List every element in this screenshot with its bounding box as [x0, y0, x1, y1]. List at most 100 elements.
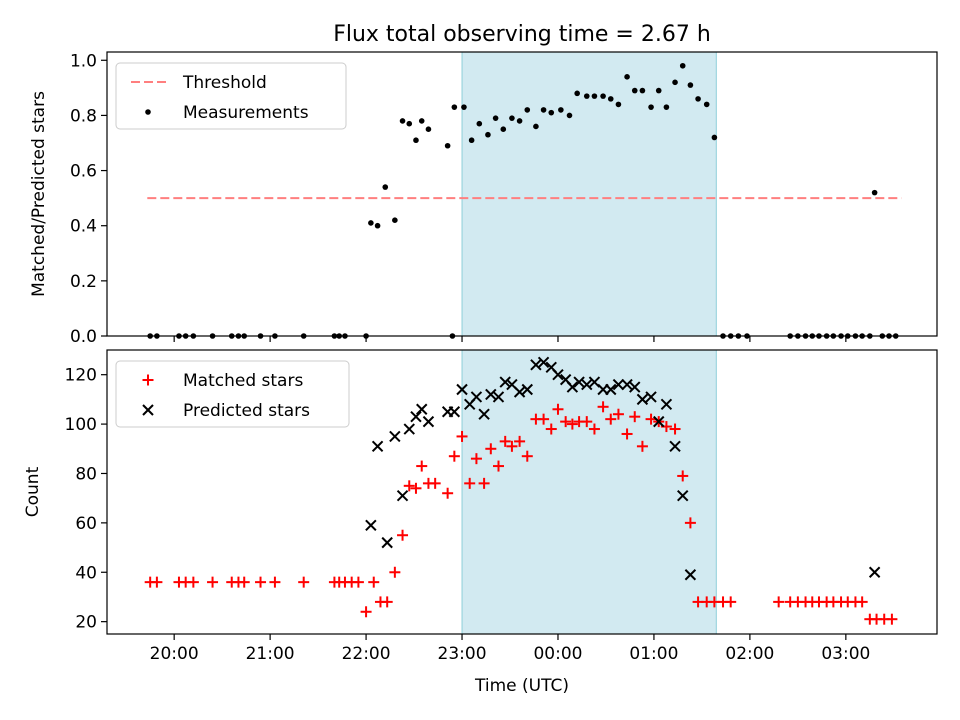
legend-label: Predicted stars: [183, 401, 310, 421]
predicted-point: [605, 383, 617, 396]
matched-point: [566, 418, 578, 430]
legend-swatch: [145, 109, 151, 115]
shaded-span: [461, 349, 717, 635]
predicted-point-b: [660, 398, 673, 411]
matched-point: [410, 482, 422, 494]
matched-point: [151, 576, 163, 588]
y-tick-label: 0.4: [70, 217, 97, 237]
legend-frame: [115, 360, 350, 428]
measurement-point: [631, 87, 638, 94]
predicted-point-b: [552, 368, 564, 381]
predicted-point: [410, 410, 422, 423]
legend-frame: [115, 62, 347, 130]
predicted-point: [530, 359, 542, 371]
matched-point: [429, 477, 441, 489]
predicted-point-b: [588, 376, 601, 388]
predicted-point-b: [537, 356, 550, 369]
observing-window: [461, 51, 717, 337]
predicted-point: [492, 391, 505, 403]
measurement-point: [574, 90, 580, 97]
y-tick-label: 40: [75, 563, 97, 583]
matched-point: [492, 460, 504, 472]
predicted-point-b: [470, 391, 483, 403]
matched-point: [298, 576, 310, 588]
measurement-point: [591, 93, 598, 99]
measurement-point: [648, 104, 654, 110]
measurement-point: [687, 82, 694, 88]
predicted-point-b: [422, 415, 435, 428]
predicted-point: [389, 430, 401, 443]
measurement-point: [476, 120, 483, 127]
matched-point: [352, 576, 364, 588]
predicted-point: [660, 398, 673, 411]
measurement-point: [871, 189, 878, 196]
matched-point: [725, 596, 737, 608]
predicted-point-b: [456, 383, 468, 396]
y-tick-label: 1.0: [70, 51, 97, 71]
predicted-point-b: [566, 381, 579, 393]
y-tick-label: 120: [65, 366, 97, 386]
measurement-point: [468, 137, 475, 144]
measurement-point: [679, 62, 686, 69]
measurement-point: [485, 131, 491, 138]
matched-point: [442, 487, 454, 499]
predicted-point: [566, 381, 579, 393]
measurement-point: [500, 126, 507, 133]
matched-point: [397, 529, 409, 541]
y-tick-label: 80: [75, 464, 97, 484]
predicted-point-b: [389, 430, 401, 443]
predicted-point-b: [559, 373, 572, 386]
predicted-point-b: [573, 376, 585, 388]
predicted-point: [416, 403, 428, 415]
matched-point: [269, 576, 281, 588]
predicted-point-b: [371, 440, 384, 453]
matched-point: [521, 450, 533, 462]
predicted-point: [422, 415, 435, 428]
measurement-point: [711, 134, 718, 141]
predicted-point-b: [521, 383, 533, 396]
y-tick-label: 60: [75, 514, 97, 534]
legend-label: Measurements: [183, 103, 309, 123]
matched-point: [621, 428, 633, 440]
predicted-point-b: [506, 378, 518, 391]
predicted-point-b: [513, 386, 526, 398]
measurements-layer: [147, 62, 899, 339]
y-tick-label: 20: [75, 613, 97, 633]
predicted-point-b: [448, 406, 461, 418]
matched-point: [886, 613, 898, 625]
y-axis-label-bottom: Count: [23, 466, 43, 517]
matched-point: [506, 440, 518, 452]
predicted-point: [684, 569, 697, 581]
predicted-point: [403, 423, 415, 435]
legend-label: Threshold: [182, 73, 267, 93]
matched-point: [255, 576, 267, 588]
predicted-point: [552, 368, 564, 381]
matched-point: [612, 408, 624, 420]
legend-top: Threshold Measurements: [115, 62, 347, 130]
predicted-point: [645, 391, 657, 403]
measurement-point: [672, 79, 678, 86]
measurement-point: [558, 107, 564, 113]
measurement-point: [607, 96, 614, 102]
predicted-point-b: [868, 566, 881, 578]
matched-point: [360, 606, 372, 618]
matched-point: [538, 413, 550, 425]
measurement-point: [492, 115, 499, 121]
matched-point: [552, 403, 564, 415]
predicted-point: [365, 519, 377, 532]
matched-point: [456, 430, 468, 442]
counts-layer: [144, 356, 898, 625]
predicted-point-b: [485, 388, 497, 401]
y-axis-label-top: Matched/Predicted stars: [29, 91, 49, 297]
matched-point: [605, 413, 617, 425]
matched-point: [389, 566, 401, 578]
axes-frame-top: [106, 51, 938, 337]
y-tick-label: 0.0: [70, 327, 97, 347]
x-tick-label: 03:00: [821, 644, 870, 664]
measurement-point: [418, 118, 425, 124]
predicted-point-b: [545, 361, 557, 373]
y-tick-label: 0.2: [70, 272, 97, 292]
measurement-point: [406, 120, 413, 127]
matched-point: [416, 460, 428, 472]
